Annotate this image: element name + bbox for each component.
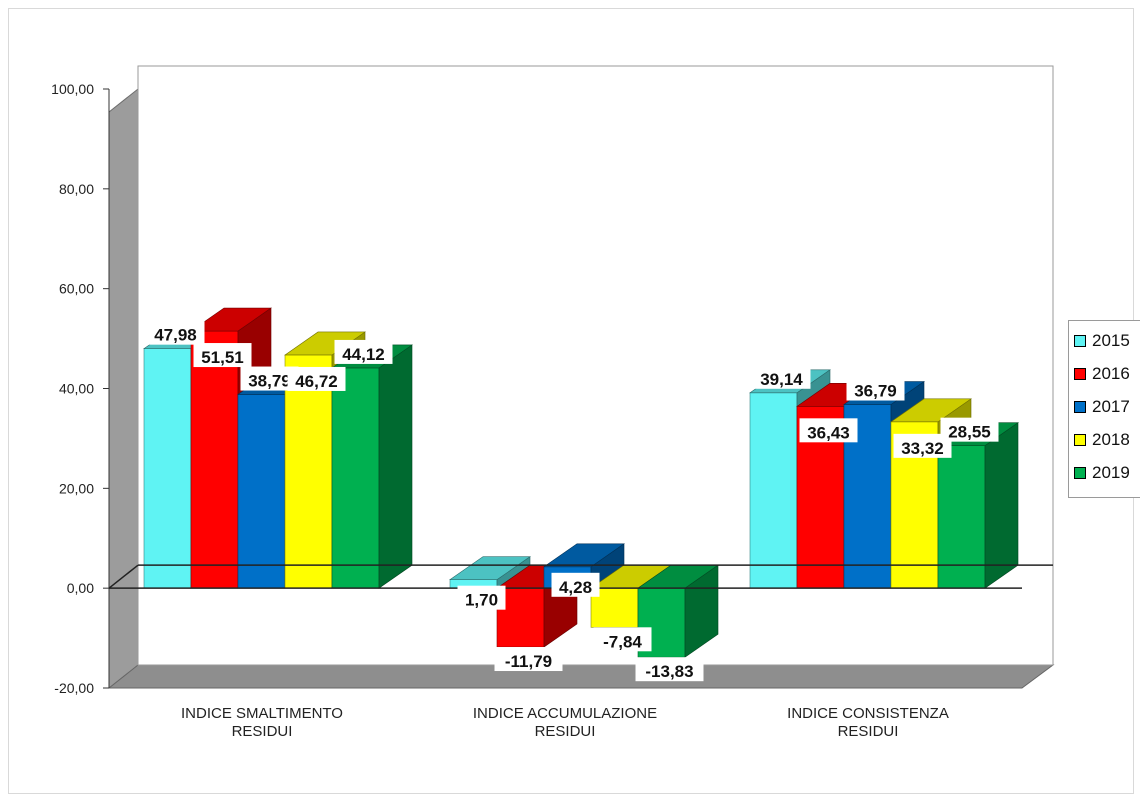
bar-top [190,307,272,332]
data-label-box [846,376,905,401]
bar-top [890,398,972,423]
data-label-box [193,343,252,368]
bar-top [284,331,366,356]
bar-front [284,354,333,589]
zero-line [108,564,139,589]
bar-top [449,556,531,580]
data-label-text: 36,43 [807,423,850,442]
data-label-box [146,320,205,345]
y-tick-label: -20,00 [54,680,94,696]
y-tick-label: 40,00 [59,381,94,397]
chart-legend: 2015 2016 2017 2018 2019 [1068,320,1140,498]
legend-label: 2015 [1092,331,1130,350]
data-label-text: 28,55 [948,423,991,442]
data-label: -13,83 [635,657,704,682]
bar-side [378,344,413,589]
legend-swatch [1074,335,1086,347]
data-label: 46,72 [287,366,346,391]
data-label: 44,12 [334,339,393,364]
bar-front [237,394,286,589]
data-label: 4,28 [551,572,600,597]
data-label: 39,14 [752,364,811,389]
side-wall [108,87,139,689]
legend-label: 2017 [1092,397,1130,416]
data-label-text: -7,84 [603,632,642,651]
legend-swatch [1074,467,1086,479]
data-label: 28,55 [940,417,999,442]
data-label-box [799,418,858,443]
data-label-box [940,417,999,442]
bar-front [937,445,986,589]
data-label-box [551,572,600,597]
data-label-box [457,585,506,610]
data-label: 36,43 [799,418,858,443]
legend-label: 2016 [1092,364,1130,383]
data-label-text: 36,79 [854,382,897,401]
x-category-label: RESIDUI [535,723,596,740]
data-label: -11,79 [494,647,563,672]
bar-side [984,422,1019,589]
floor [107,664,1055,689]
legend-swatch [1074,368,1086,380]
data-label-text: 39,14 [760,370,803,389]
x-category-label: RESIDUI [232,723,293,740]
bar-front [749,392,798,589]
data-label: 47,98 [146,320,205,345]
data-label-text: -13,83 [645,662,693,681]
y-tick-label: 20,00 [59,480,94,496]
data-label-text: 51,51 [201,348,244,367]
data-label-text: 44,12 [342,345,385,364]
data-label-box [287,366,346,391]
data-label: 51,51 [193,343,252,368]
bar-front [331,367,380,589]
legend-swatch [1074,434,1086,446]
x-category-label: INDICE CONSISTENZA [787,705,949,722]
y-tick-label: 0,00 [67,580,94,596]
data-label-text: -11,79 [505,652,552,671]
y-tick-label: 80,00 [59,181,94,197]
bar-front [843,404,892,589]
data-label-box [752,364,811,389]
data-label: 1,70 [457,585,506,610]
data-label-text: 46,72 [295,372,338,391]
x-category-label: INDICE SMALTIMENTO [181,705,343,722]
data-label-box [635,657,704,682]
data-label-text: 47,98 [154,326,197,345]
bar-top [543,543,625,568]
x-category-label: INDICE ACCUMULAZIONE [473,705,657,722]
data-label-box [593,627,652,652]
y-tick-label: 60,00 [59,281,94,297]
bar-front [143,348,192,589]
legend-label: 2019 [1092,463,1130,482]
legend-label: 2018 [1092,430,1130,449]
y-tick-label: 100,00 [51,81,94,97]
data-label-text: 38,79 [248,372,291,391]
data-label: 36,79 [846,376,905,401]
data-label-text: 1,70 [465,591,498,610]
legend-swatch [1074,401,1086,413]
bar-front [190,330,239,589]
data-label-text: 33,32 [901,439,944,458]
data-label-text: 4,28 [559,578,592,597]
data-label-box [334,339,393,364]
data-label: -7,84 [593,627,652,652]
x-category-label: RESIDUI [838,723,899,740]
data-label-box [494,647,563,672]
